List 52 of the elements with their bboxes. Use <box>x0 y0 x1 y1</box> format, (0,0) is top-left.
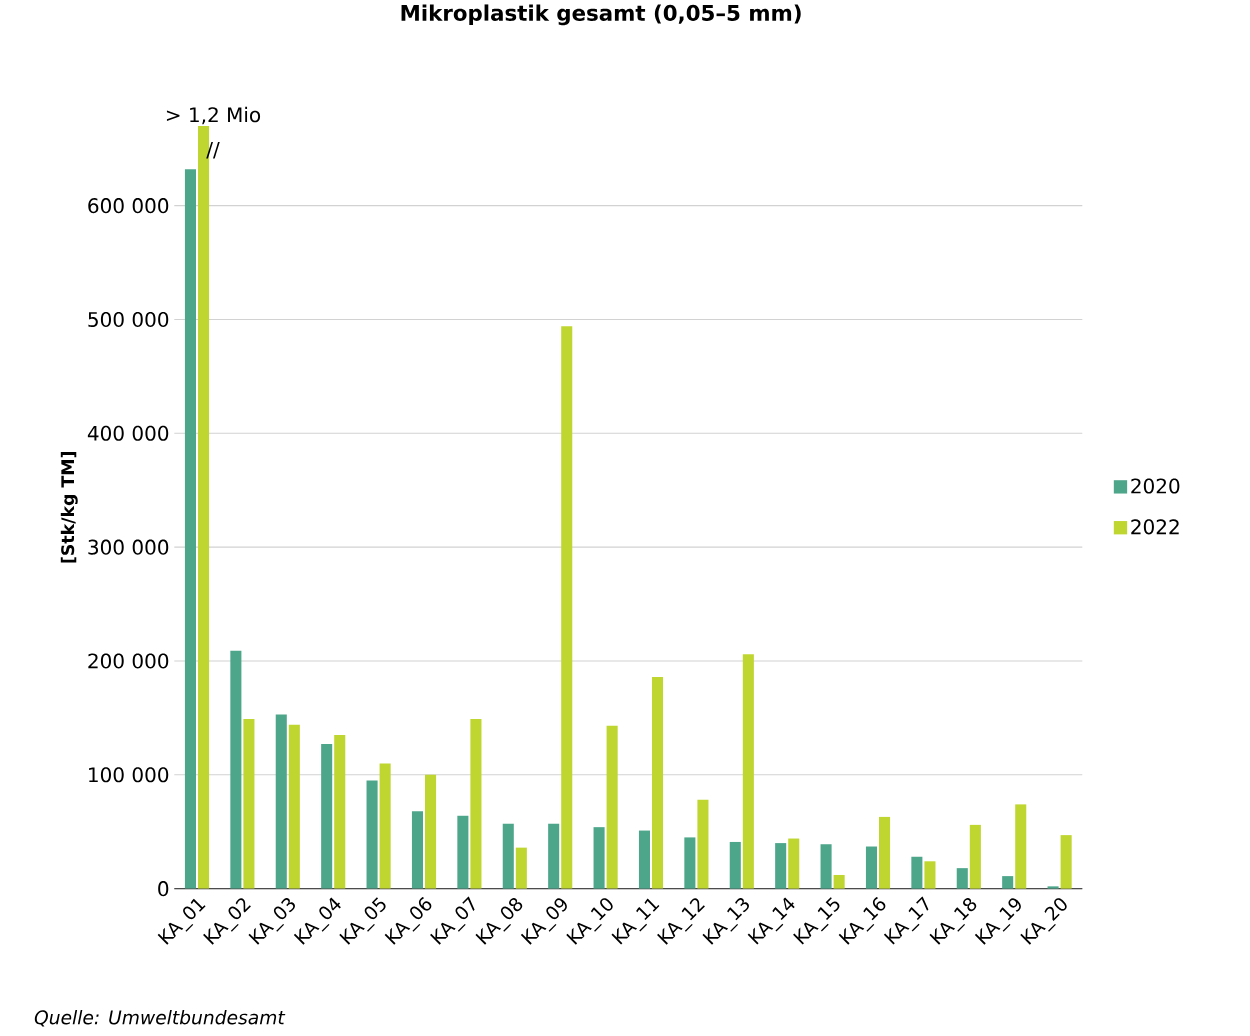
y-tick-label: 0 <box>158 881 169 897</box>
bar <box>470 719 482 889</box>
bar <box>184 169 196 889</box>
bar <box>425 774 437 889</box>
bar <box>457 815 469 889</box>
annotation: > 1,2 Mio <box>166 107 261 125</box>
bar <box>593 827 605 889</box>
bar <box>775 843 787 889</box>
legend-label: 2022 <box>1131 519 1179 535</box>
bar <box>379 763 391 889</box>
chart-title: Mikroplastik gesamt (0,05–5 mm) <box>401 4 801 26</box>
bar <box>742 654 754 889</box>
bar <box>697 800 709 889</box>
y-tick-label: 600 000 <box>88 198 169 214</box>
bar <box>606 726 618 889</box>
bar <box>502 823 514 889</box>
bar <box>865 846 878 889</box>
y-tick-label: 500 000 <box>88 312 169 328</box>
bar <box>334 735 346 889</box>
bar <box>924 861 936 889</box>
bar <box>820 844 832 889</box>
y-tick-label: 300 000 <box>88 539 169 555</box>
bar <box>411 811 423 889</box>
bar <box>652 677 664 889</box>
bar <box>275 714 287 889</box>
bar <box>833 875 845 889</box>
bar <box>969 825 981 889</box>
y-axis-title: [Stk/kg TM] <box>60 452 78 563</box>
bar <box>911 856 923 889</box>
y-tick-label: 400 000 <box>87 425 169 442</box>
bar <box>321 744 333 889</box>
bar <box>1002 876 1014 889</box>
text: Quelle: Umweltbundesamt <box>34 1010 286 1027</box>
y-tick-label: 200 000 <box>88 653 169 669</box>
bar <box>515 847 527 889</box>
bar <box>1015 804 1027 889</box>
bar <box>1047 886 1059 889</box>
bar <box>684 837 696 889</box>
bar <box>288 724 300 889</box>
bar <box>638 830 650 889</box>
bar <box>548 823 560 889</box>
legend-label: 2020 <box>1131 478 1180 494</box>
bar <box>1060 835 1072 889</box>
bar <box>366 780 378 889</box>
bar <box>230 650 242 889</box>
bar <box>561 326 573 889</box>
bar <box>879 817 891 889</box>
y-tick-label: 100 000 <box>89 767 169 783</box>
bar <box>788 838 800 889</box>
bar <box>956 868 968 889</box>
bar <box>243 719 255 889</box>
bar <box>729 842 741 889</box>
